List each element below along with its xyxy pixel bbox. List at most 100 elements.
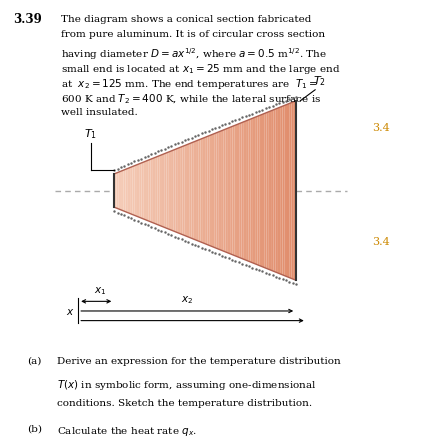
Polygon shape [116,172,119,209]
Polygon shape [192,142,194,239]
Polygon shape [235,124,237,257]
Polygon shape [214,133,217,248]
Text: (a): (a) [27,357,42,366]
Polygon shape [264,113,266,268]
Polygon shape [121,170,124,211]
Polygon shape [294,101,296,280]
Polygon shape [119,171,121,210]
Text: $T(x)$ in symbolic form, assuming one-dimensional: $T(x)$ in symbolic form, assuming one-di… [57,378,317,392]
Text: 600 K and $T_2 = 400$ K, while the lateral surface is: 600 K and $T_2 = 400$ K, while the later… [61,93,321,106]
Polygon shape [146,160,148,221]
Polygon shape [114,173,116,208]
Polygon shape [260,114,262,267]
Text: $x_2$: $x_2$ [181,294,193,306]
Polygon shape [233,125,235,256]
Polygon shape [157,155,160,226]
Polygon shape [255,116,258,265]
Polygon shape [148,159,151,222]
Polygon shape [180,146,182,235]
Polygon shape [169,151,171,230]
Polygon shape [132,166,135,215]
Text: Derive an expression for the temperature distribution: Derive an expression for the temperature… [57,357,341,366]
Polygon shape [250,118,253,263]
Polygon shape [151,159,153,223]
Polygon shape [276,108,278,273]
Polygon shape [130,166,132,215]
Polygon shape [135,165,137,216]
Text: $T_1$: $T_1$ [85,127,97,141]
Polygon shape [141,162,144,219]
Polygon shape [187,144,189,237]
Polygon shape [262,113,264,268]
Polygon shape [242,122,244,259]
Polygon shape [155,156,157,225]
Polygon shape [189,143,192,238]
Text: The diagram shows a conical section fabricated: The diagram shows a conical section fabr… [61,15,312,24]
Polygon shape [273,109,276,272]
Polygon shape [185,145,187,237]
Polygon shape [287,103,289,278]
Text: $x$: $x$ [66,307,75,317]
Polygon shape [164,153,167,228]
Polygon shape [253,117,255,264]
Polygon shape [289,102,291,279]
Text: 3.39: 3.39 [13,13,41,26]
Polygon shape [246,120,248,261]
Polygon shape [153,157,155,224]
Polygon shape [160,155,162,226]
Text: having diameter $D = ax^{1/2}$, where $a = 0.5$ m$^{1/2}$. The: having diameter $D = ax^{1/2}$, where $a… [61,46,327,62]
Polygon shape [237,124,239,258]
Polygon shape [291,102,294,279]
Polygon shape [223,129,225,252]
Polygon shape [128,167,130,214]
Polygon shape [230,126,233,255]
Polygon shape [126,168,128,213]
Polygon shape [228,127,230,254]
Polygon shape [196,140,198,241]
Polygon shape [258,115,260,266]
Polygon shape [221,130,223,251]
Polygon shape [194,141,196,240]
Polygon shape [162,154,164,227]
Text: conditions. Sketch the temperature distribution.: conditions. Sketch the temperature distr… [57,399,312,408]
Polygon shape [269,111,271,270]
Text: small end is located at $x_1 = 25$ mm and the large end: small end is located at $x_1 = 25$ mm an… [61,62,341,75]
Polygon shape [248,119,250,262]
Text: 3.4: 3.4 [372,237,390,247]
Polygon shape [178,147,180,234]
Text: from pure aluminum. It is of circular cross section: from pure aluminum. It is of circular cr… [61,31,325,39]
Text: well insulated.: well insulated. [61,108,138,117]
Text: $x_1$: $x_1$ [93,285,106,297]
Polygon shape [167,152,169,229]
Polygon shape [205,136,207,245]
Polygon shape [176,148,178,233]
Polygon shape [217,132,219,249]
Polygon shape [182,145,185,236]
Polygon shape [198,139,201,242]
Polygon shape [203,138,205,244]
Polygon shape [266,112,269,269]
Polygon shape [124,170,126,212]
Text: Calculate the heat rate $q_x$.: Calculate the heat rate $q_x$. [57,425,197,438]
Polygon shape [283,105,285,276]
Polygon shape [207,135,210,246]
Text: 3.4: 3.4 [372,123,390,133]
Polygon shape [137,164,139,217]
Polygon shape [144,161,146,220]
Polygon shape [280,106,283,275]
Polygon shape [173,149,176,232]
Text: $T_2$: $T_2$ [313,74,326,88]
Polygon shape [212,134,214,247]
Polygon shape [225,128,228,253]
Polygon shape [219,131,221,250]
Polygon shape [244,121,246,260]
Polygon shape [271,110,273,271]
Polygon shape [278,107,280,274]
Polygon shape [171,150,173,231]
Polygon shape [210,134,212,247]
Polygon shape [201,138,203,243]
Text: (b): (b) [27,425,42,434]
Polygon shape [139,163,141,218]
Polygon shape [285,104,287,277]
Polygon shape [239,123,242,258]
